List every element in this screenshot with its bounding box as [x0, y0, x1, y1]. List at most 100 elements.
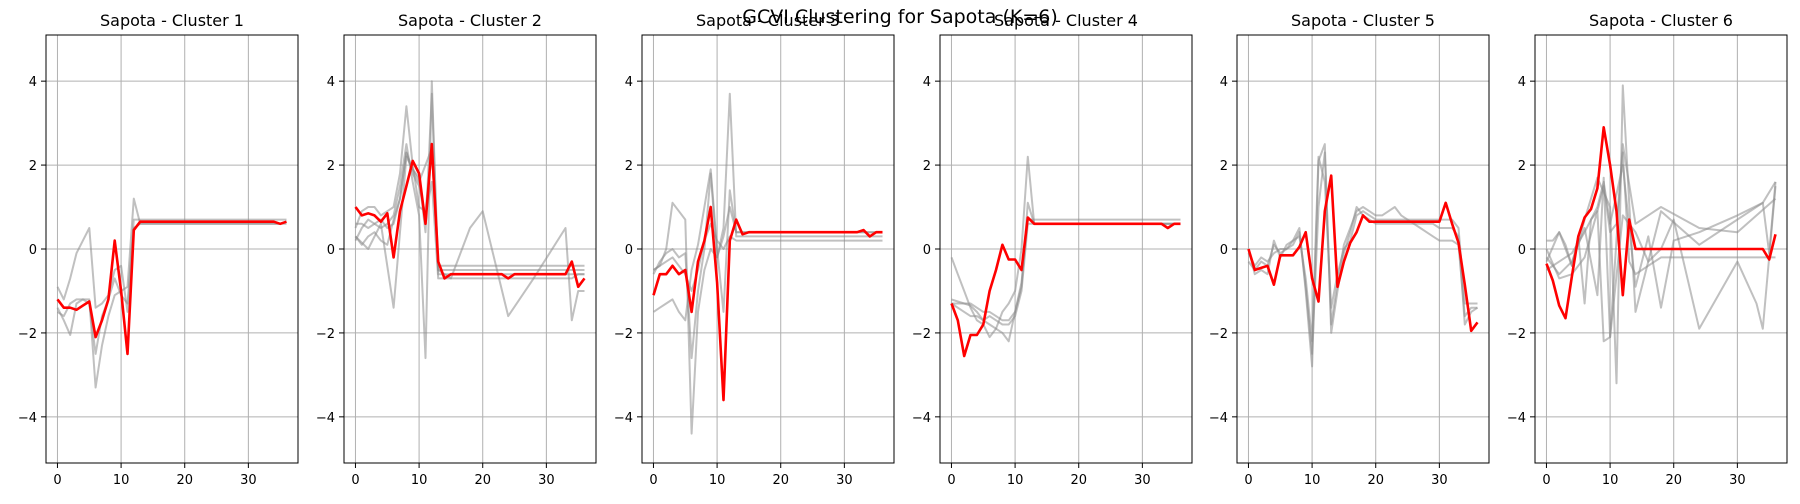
y-tick-label: 4 [29, 75, 37, 90]
x-tick-label: 0 [351, 473, 359, 488]
x-tick-label: 10 [709, 473, 726, 488]
y-tick-label: −2 [1209, 327, 1228, 342]
x-tick-label: 20 [1665, 473, 1682, 488]
cluster-panel-5: 0 10 20 30 −4 −2 0 2 4 Sapota - Cluster 5 [1209, 11, 1490, 488]
x-tick-label: 30 [1431, 473, 1448, 488]
y-tick-label: 4 [923, 75, 931, 90]
grid [46, 35, 298, 463]
y-tick-label: 4 [1220, 75, 1228, 90]
member-series-line [1545, 143, 1777, 343]
x-tick-label: 30 [836, 473, 853, 488]
centroid-line [950, 216, 1181, 358]
x-tick-label: 0 [649, 473, 657, 488]
series-group [1545, 84, 1777, 385]
y-tick-label: 2 [923, 159, 931, 174]
x-tick-label: 20 [1367, 473, 1384, 488]
grid [642, 35, 894, 463]
x-tick-label: 20 [474, 473, 491, 488]
y-tick-label: −2 [18, 327, 37, 342]
series-group [950, 155, 1181, 358]
x-tick-label: 20 [176, 473, 193, 488]
y-tick-label: −4 [18, 411, 37, 426]
y-tick-label: −4 [912, 411, 931, 426]
cluster-panel-1: 0 10 20 30 −4 −2 0 2 4 Sapota - Cluster 1 [18, 11, 299, 488]
member-series-line [355, 151, 585, 280]
x-tick-label: 10 [1007, 473, 1024, 488]
x-tick-label: 20 [1070, 473, 1087, 488]
centroid-line [354, 142, 586, 289]
y-tick-label: 2 [327, 159, 335, 174]
member-series-line [56, 197, 287, 389]
series-group [1247, 143, 1479, 368]
y-tick-label: −4 [316, 411, 335, 426]
member-series-line [652, 222, 883, 292]
y-tick-label: 0 [1518, 243, 1526, 258]
member-series-line [1247, 151, 1478, 355]
y-tick-label: 2 [1220, 159, 1228, 174]
panel-title: Sapota - Cluster 6 [1589, 11, 1733, 30]
x-tick-label: 0 [53, 473, 61, 488]
grid [940, 35, 1192, 463]
member-series-line [354, 92, 585, 276]
y-tick-label: −2 [912, 327, 931, 342]
cluster-panel-6: 0 10 20 30 −4 −2 0 2 4 Sapota - Cluster 6 [1507, 11, 1788, 488]
series-group [354, 80, 586, 360]
x-tick-label: 0 [1542, 473, 1550, 488]
y-tick-label: 4 [327, 75, 335, 90]
panel-title: Sapota - Cluster 3 [696, 11, 840, 30]
x-tick-label: 10 [1602, 473, 1619, 488]
x-tick-label: 10 [411, 473, 428, 488]
centroid-line [56, 220, 287, 356]
x-tick-label: 30 [538, 473, 555, 488]
panel-title: Sapota - Cluster 1 [100, 11, 244, 30]
grid [1237, 35, 1489, 463]
centroid-line [652, 205, 883, 402]
member-series-line [56, 218, 287, 355]
series-group [652, 92, 883, 435]
y-tick-label: 2 [29, 159, 37, 174]
x-tick-label: 10 [113, 473, 130, 488]
y-tick-label: 4 [1518, 75, 1526, 90]
series-group [56, 197, 287, 389]
x-tick-label: 30 [1729, 473, 1746, 488]
member-series-line [56, 220, 287, 313]
y-tick-label: −2 [614, 327, 633, 342]
y-tick-label: 0 [1220, 243, 1228, 258]
x-tick-label: 30 [1134, 473, 1151, 488]
panel-title: Sapota - Cluster 5 [1291, 11, 1435, 30]
member-series-line [354, 105, 585, 267]
cluster-panel-2: 0 10 20 30 −4 −2 0 2 4 Sapota - Cluster 2 [316, 11, 597, 488]
y-tick-label: 0 [923, 243, 931, 258]
x-tick-label: 20 [772, 473, 789, 488]
y-tick-label: 0 [29, 243, 37, 258]
y-tick-label: 2 [1518, 159, 1526, 174]
grid [344, 35, 596, 463]
member-series-line [951, 218, 1181, 322]
member-series-line [652, 92, 883, 435]
y-tick-label: −4 [614, 411, 633, 426]
y-tick-label: −2 [316, 327, 335, 342]
cluster-panel-4: 0 10 20 30 −4 −2 0 2 4 Sapota - Cluster 4 [912, 11, 1193, 488]
x-tick-label: 0 [1244, 473, 1252, 488]
x-tick-label: 30 [240, 473, 257, 488]
centroid-line [1247, 174, 1479, 333]
cluster-panel-3: 0 10 20 30 −4 −2 0 2 4 Sapota - Cluster 3 [614, 11, 895, 488]
y-tick-label: −4 [1507, 411, 1526, 426]
y-tick-label: 2 [625, 159, 633, 174]
x-tick-label: 0 [947, 473, 955, 488]
y-tick-label: 4 [625, 75, 633, 90]
y-tick-label: −2 [1507, 327, 1526, 342]
y-tick-label: 0 [327, 243, 335, 258]
panel-title: Sapota - Cluster 4 [994, 11, 1138, 30]
centroid-line [1545, 126, 1777, 320]
member-series-line [354, 80, 585, 360]
figure-title: GCVI Clustering for Sapota (K=6) [742, 6, 1058, 28]
y-tick-label: −4 [1209, 411, 1228, 426]
x-tick-label: 10 [1304, 473, 1321, 488]
panel-title: Sapota - Cluster 2 [398, 11, 542, 30]
member-series-line [1545, 84, 1777, 385]
member-series-line [652, 168, 883, 322]
y-tick-label: 0 [625, 243, 633, 258]
